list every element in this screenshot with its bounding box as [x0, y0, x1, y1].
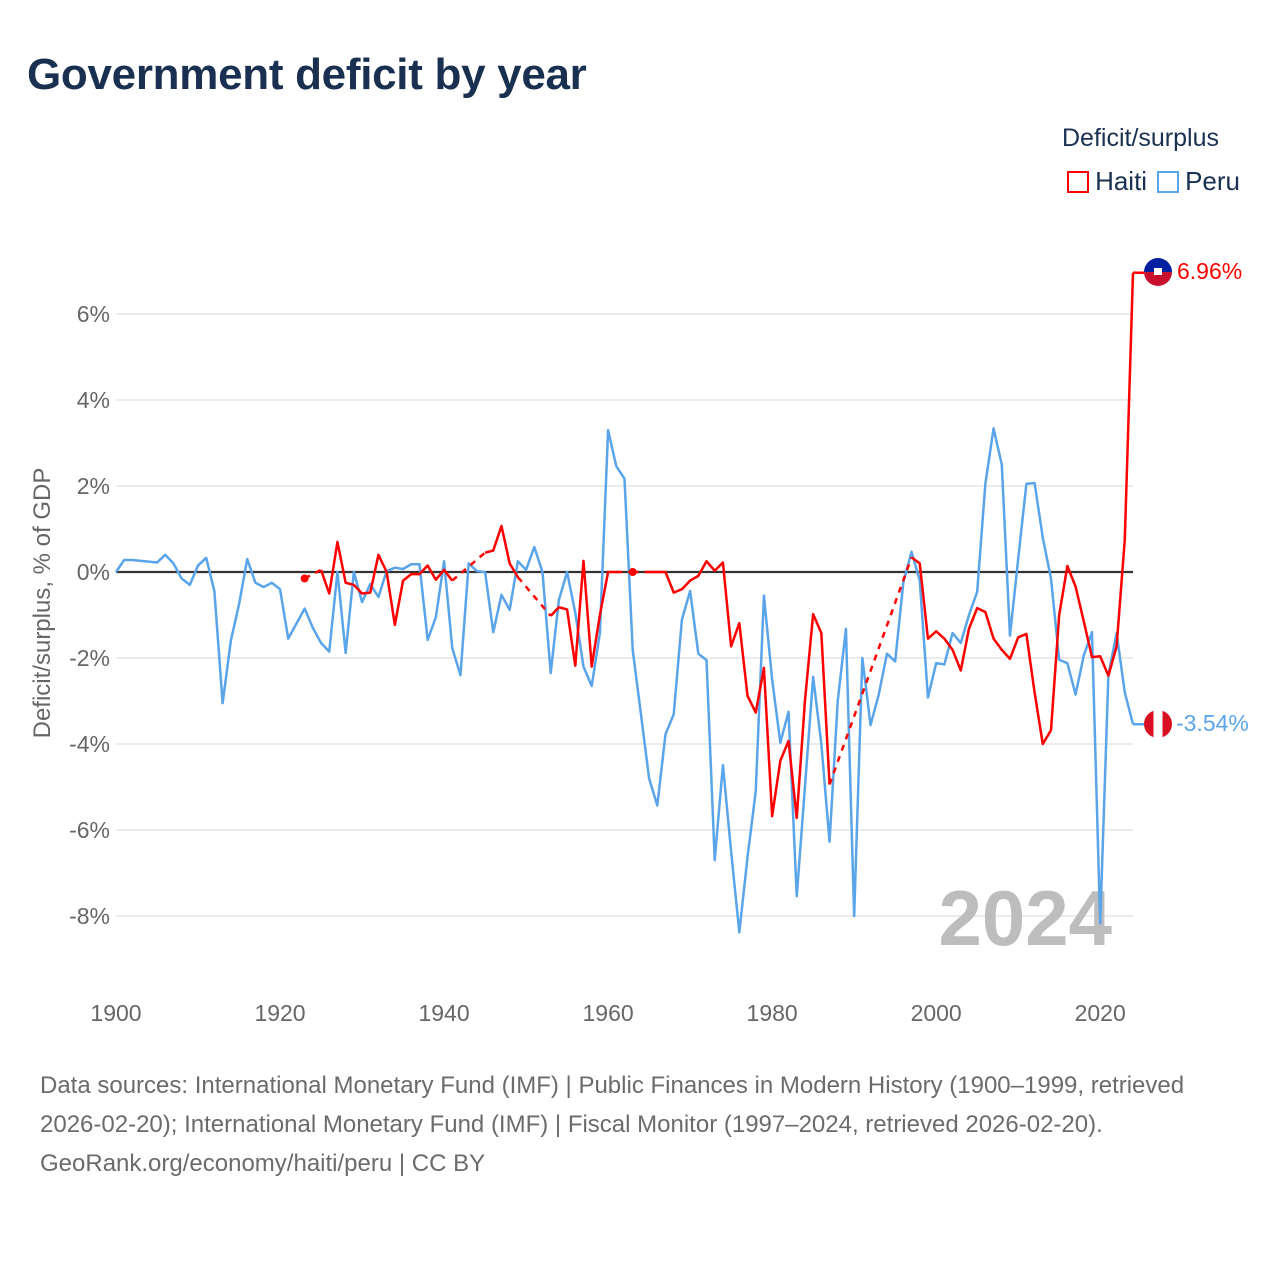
credit-link[interactable]: GeoRank.org/economy/haiti/peru | CC BY	[40, 1150, 486, 1177]
haiti-gap-line	[304, 568, 322, 580]
x-tick-label: 1920	[254, 1000, 305, 1026]
x-axis-ticks: 1900 1920 1940 1960 1980 2000 2020	[90, 1000, 1125, 1026]
series-lines	[114, 271, 1144, 934]
y-tick-label: -6%	[69, 817, 110, 843]
legend-swatch-peru	[1157, 170, 1180, 193]
haiti-line	[649, 560, 831, 820]
gridlines	[116, 313, 1133, 917]
legend-swatch-haiti	[1067, 170, 1090, 193]
chart-title: Government deficit by year	[27, 50, 587, 99]
y-axis-ticks: -8% -6% -4% -2% 0% 2% 4% 6%	[69, 301, 110, 929]
series-haiti	[300, 271, 1144, 820]
y-axis-title: Deficit/surplus, % of GDP	[29, 468, 56, 739]
series-peru	[114, 427, 1144, 934]
haiti-line	[910, 272, 1135, 746]
legend: Haiti Peru	[1067, 166, 1240, 197]
data-sources: Data sources: International Monetary Fun…	[40, 1072, 1185, 1138]
haiti-flag-icon	[1144, 258, 1172, 286]
footer: Data sources: International Monetary Fun…	[40, 1066, 1240, 1183]
y-tick-label: 4%	[77, 387, 110, 413]
legend-item-peru[interactable]: Peru	[1157, 166, 1240, 197]
y-tick-label: 6%	[77, 301, 110, 327]
x-tick-label: 2020	[1075, 1000, 1126, 1026]
y-tick-label: -4%	[69, 731, 110, 757]
y-tick-label: 2%	[77, 473, 110, 499]
haiti-line	[549, 559, 617, 668]
x-tick-label: 1940	[418, 1000, 469, 1026]
x-tick-label: 1960	[583, 1000, 634, 1026]
peru-line	[114, 427, 1135, 934]
y-tick-label: 0%	[77, 559, 110, 585]
peru-flag-icon	[1144, 710, 1172, 738]
legend-label-peru: Peru	[1185, 166, 1240, 196]
haiti-end-label: 6.96%	[1177, 258, 1242, 284]
legend-title: Deficit/surplus	[1062, 124, 1219, 152]
haiti-line	[484, 524, 519, 578]
peru-end-label: -3.54%	[1176, 710, 1249, 736]
legend-item-haiti[interactable]: Haiti	[1067, 166, 1147, 197]
legend-label-haiti: Haiti	[1095, 166, 1148, 196]
y-tick-label: -8%	[69, 903, 110, 929]
haiti-gap-line	[828, 556, 913, 785]
haiti-gap-line	[516, 576, 552, 617]
x-tick-label: 1900	[90, 1000, 141, 1026]
haiti-line	[319, 540, 454, 627]
current-year-label: 2024	[938, 874, 1112, 962]
y-tick-label: -2%	[69, 645, 110, 671]
x-tick-label: 1980	[747, 1000, 798, 1026]
x-tick-label: 2000	[911, 1000, 962, 1026]
